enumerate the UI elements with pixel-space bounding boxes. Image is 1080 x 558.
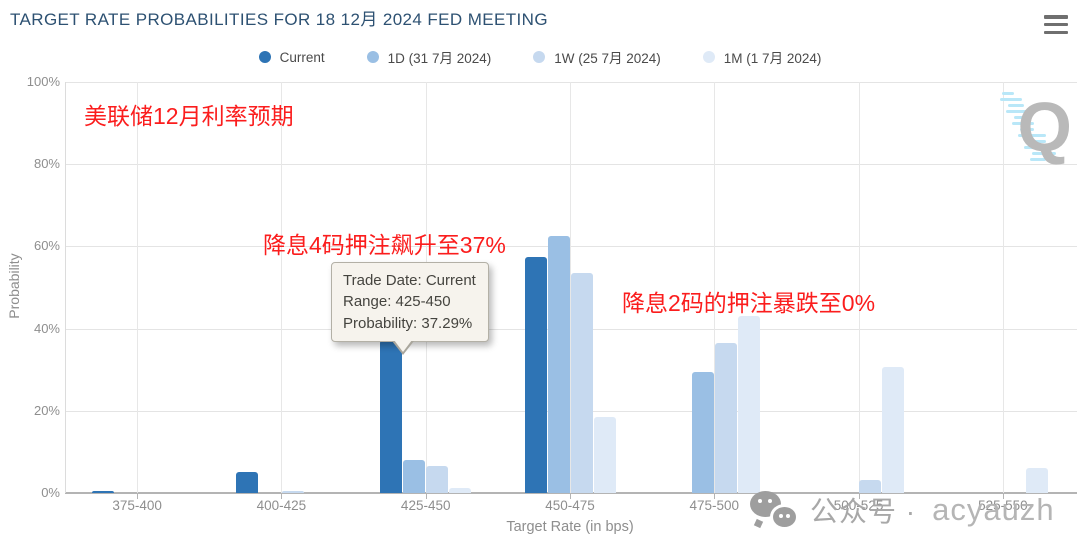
x-axis-title: Target Rate (in bps) xyxy=(506,519,634,535)
y-axis-label: 80% xyxy=(33,156,60,172)
gridline-60% xyxy=(65,246,1077,248)
x-axis-tick xyxy=(281,494,283,499)
annotation-2-cut-bets: 降息2码的押注暴跌至0% xyxy=(622,290,876,316)
bar-group-425-450 xyxy=(380,339,472,493)
q-logo-letter: Q xyxy=(1017,88,1072,166)
legend-dot-1m-icon xyxy=(702,51,715,63)
tooltip-range: Range: 425-450 xyxy=(343,293,451,311)
bar-1d-475-500[interactable] xyxy=(691,371,714,493)
x-axis-tick xyxy=(425,494,427,499)
bar-group-500-525 xyxy=(813,367,905,493)
vertical-gridline xyxy=(281,82,283,493)
bar-1w-450-475[interactable] xyxy=(570,273,593,493)
y-axis-label: 100% xyxy=(26,74,60,89)
y-axis-line xyxy=(65,82,66,493)
bar-group-375-400 xyxy=(91,490,183,493)
bar-group-525-550 xyxy=(957,467,1049,493)
x-axis-label-475-500: 475-500 xyxy=(689,498,740,513)
bar-1m-500-525[interactable] xyxy=(882,367,905,493)
legend-dot-1d-icon xyxy=(366,51,379,63)
bar-group-450-475 xyxy=(524,235,616,493)
bar-1w-500-525[interactable] xyxy=(859,480,882,493)
bar-group-400-425 xyxy=(235,472,327,493)
bar-1d-450-475[interactable] xyxy=(547,235,570,493)
legend-label: 1D (31 7月 2024) xyxy=(387,51,492,66)
tooltip: Trade Date: Current Range: 425-450 Proba… xyxy=(331,262,489,355)
legend-dot-1w-icon xyxy=(533,51,546,63)
legend-item-1d[interactable]: 1D (31 7月 2024) xyxy=(366,47,492,67)
vertical-gridline xyxy=(1002,82,1004,493)
wechat-icon xyxy=(750,491,798,529)
x-axis-tick xyxy=(714,494,716,499)
x-axis-label-450-475: 450-475 xyxy=(545,498,595,513)
vertical-gridline xyxy=(858,82,860,493)
bar-current-450-475[interactable] xyxy=(524,256,547,493)
legend-item-current[interactable]: Current xyxy=(258,49,325,65)
quikstrike-logo: Q xyxy=(996,86,1074,172)
legend-dot-current-icon xyxy=(258,51,271,63)
y-axis-label: 40% xyxy=(33,320,60,336)
bar-group-475-500 xyxy=(668,316,760,493)
watermark-name: acyauzh xyxy=(932,492,1055,527)
vertical-gridline xyxy=(714,82,716,493)
legend-item-1m[interactable]: 1M (1 7月 2024) xyxy=(702,47,822,67)
bar-1m-475-500[interactable] xyxy=(737,316,760,493)
vertical-gridline xyxy=(137,82,139,493)
bar-current-400-425[interactable] xyxy=(235,472,258,493)
x-axis-tick xyxy=(1002,494,1004,499)
page-title: TARGET RATE PROBABILITIES FOR 18 12月 202… xyxy=(10,10,548,29)
watermark: 公众号 · acyauzh xyxy=(750,490,1055,530)
x-axis-label-375-400: 375-400 xyxy=(112,498,162,513)
bar-1m-525-550[interactable] xyxy=(1026,467,1049,493)
bar-current-375-400[interactable] xyxy=(91,490,114,493)
gridline-0% xyxy=(65,492,1077,494)
gridline-80% xyxy=(65,164,1077,166)
tooltip-trade-date: Trade Date: Current xyxy=(343,272,476,289)
bar-1w-475-500[interactable] xyxy=(714,343,737,493)
x-axis-label-425-450: 425-450 xyxy=(400,498,451,513)
legend-item-1w[interactable]: 1W (25 7月 2024) xyxy=(533,47,661,67)
annotation-dec-rate-expectation: 美联储12月利率预期 xyxy=(84,103,294,129)
gridline-100% xyxy=(65,82,1077,83)
y-axis-label: 20% xyxy=(33,402,60,418)
x-axis-label-525-550: 525-550 xyxy=(978,498,1028,513)
bar-1m-425-450[interactable] xyxy=(449,487,472,493)
x-axis-label-400-425: 400-425 xyxy=(256,498,307,513)
y-axis-label: 0% xyxy=(41,485,60,500)
tooltip-probability: Probability: 37.29% xyxy=(343,314,473,332)
legend-label: Current xyxy=(279,49,325,65)
annotation-4-cut-bets: 降息4码押注飙升至37% xyxy=(263,232,506,258)
bar-1m-450-475[interactable] xyxy=(593,417,616,493)
chart-legend: Current 1D (31 7月 2024) 1W (25 7月 2024) … xyxy=(0,47,1080,67)
bar-1w-400-425[interactable] xyxy=(281,491,304,493)
plot-area xyxy=(65,82,1075,493)
x-axis-tick xyxy=(858,494,860,499)
legend-label: 1W (25 7月 2024) xyxy=(554,51,661,66)
watermark-prefix: 公众号 · xyxy=(810,496,917,527)
legend-label: 1M (1 7月 2024) xyxy=(723,51,822,66)
y-axis-label: 60% xyxy=(33,238,60,254)
bar-current-425-450[interactable] xyxy=(380,339,403,493)
x-axis-label-500-525: 500-525 xyxy=(833,498,884,513)
bar-1w-425-450[interactable] xyxy=(426,465,449,493)
x-axis-tick xyxy=(570,494,571,499)
bar-1d-425-450[interactable] xyxy=(403,460,426,493)
x-axis-tick xyxy=(137,494,139,499)
hamburger-menu-icon[interactable] xyxy=(1044,15,1068,34)
